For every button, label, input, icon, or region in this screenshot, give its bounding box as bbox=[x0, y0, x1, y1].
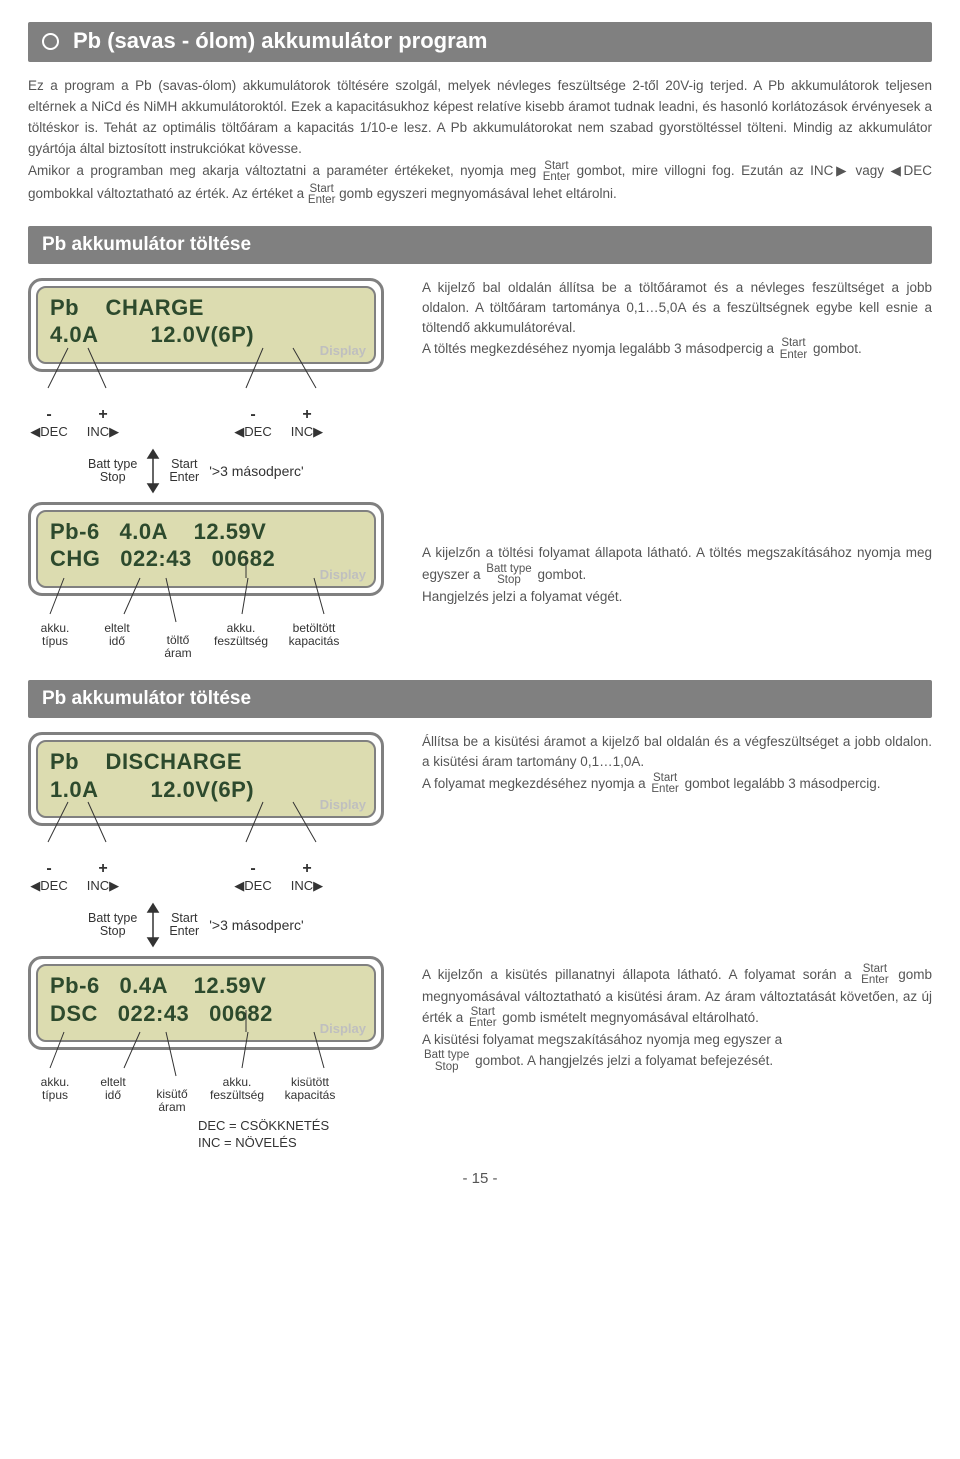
start-enter-label: StartEnter bbox=[169, 458, 199, 484]
between-lcds-discharge: Batt typeStop StartEnter '>3 másodperc' bbox=[28, 902, 408, 948]
discharge-d2-line1: Pb-6 0.4A 12.59V bbox=[50, 972, 362, 1000]
batt-stop-label: Batt typeStop bbox=[88, 458, 137, 484]
start-enter-inline: StartEnter bbox=[861, 964, 889, 987]
display-tag: Display bbox=[320, 567, 366, 582]
charge-d1-line1: Pb CHARGE bbox=[50, 294, 362, 322]
discharge-section-title: Pb akkumulátor töltése bbox=[28, 680, 932, 718]
dec-inc-definitions: DEC = CSÖKKNETÉS INC = NÖVELÉS bbox=[198, 1118, 408, 1152]
start-enter-inline: StartEnter bbox=[780, 338, 808, 361]
start-enter-label: StartEnter bbox=[169, 912, 199, 938]
discharge-display-1: Pb DISCHARGE 1.0A 12.0V(6P) Display bbox=[28, 732, 384, 894]
charge-d2-line1: Pb-6 4.0A 12.59V bbox=[50, 518, 362, 546]
start-enter-inline: StartEnter bbox=[651, 773, 679, 796]
updown-arrow-icon bbox=[143, 448, 163, 494]
batt-stop-inline: Batt typeStop bbox=[424, 1050, 469, 1073]
discharge-d1-line1: Pb DISCHARGE bbox=[50, 748, 362, 776]
title-bullet-icon bbox=[42, 33, 59, 50]
discharge-right-text-1: Állítsa be a kisütési áramot a kijelző b… bbox=[422, 732, 932, 796]
charge-display-1: Pb CHARGE 4.0A 12.0V(6P) Display bbox=[28, 278, 384, 440]
updown-arrow-icon bbox=[143, 902, 163, 948]
display-tag: Display bbox=[320, 343, 366, 358]
discharge-d1-line2: 1.0A 12.0V(6P) bbox=[50, 776, 362, 804]
intro-p1: Ez a program a Pb (savas-ólom) akkumulát… bbox=[28, 78, 932, 156]
discharge-d2-line2: DSC 022:43 00682 bbox=[50, 1000, 362, 1028]
page-title: Pb (savas - ólom) akkumulátor program bbox=[73, 28, 487, 54]
start-enter-inline: StartEnter bbox=[469, 1007, 497, 1030]
decinc-row-discharge: - ◀DEC + INC▶ - ◀DEC + INC▶ bbox=[28, 860, 384, 894]
intro-text: Ez a program a Pb (savas-ólom) akkumulát… bbox=[28, 76, 932, 206]
page-title-bar: Pb (savas - ólom) akkumulátor program bbox=[28, 22, 932, 62]
charge-d2-line2: CHG 022:43 00682 bbox=[50, 545, 362, 573]
hold-3s-note: '>3 másodperc' bbox=[209, 917, 303, 933]
hold-3s-note: '>3 másodperc' bbox=[209, 463, 303, 479]
decinc-row-charge: - ◀DEC + INC▶ - ◀DEC + INC▶ bbox=[28, 406, 384, 440]
display-tag: Display bbox=[320, 1021, 366, 1036]
charge-display-2: Pb-6 4.0A 12.59V CHG 022:43 00682 Displa… bbox=[28, 502, 384, 660]
between-lcds-charge: Batt typeStop StartEnter '>3 másodperc' bbox=[28, 448, 408, 494]
start-enter-inline-1: StartEnter bbox=[543, 161, 571, 184]
charge-right-text-1: A kijelző bal oldalán állítsa be a töltő… bbox=[422, 278, 932, 362]
intro-p2c: gomb egyszeri megnyomásával lehet eltáro… bbox=[339, 186, 617, 201]
charge-under-labels: akku. típus eltelt idő töltő áram akku. … bbox=[28, 622, 384, 660]
intro-p2a: Amikor a programban meg akarja változtat… bbox=[28, 163, 543, 178]
batt-stop-inline: Batt typeStop bbox=[486, 564, 531, 587]
display-tag: Display bbox=[320, 797, 366, 812]
charge-right-text-2: A kijelzőn a töltési folyamat állapota l… bbox=[422, 543, 932, 607]
batt-stop-label: Batt typeStop bbox=[88, 912, 137, 938]
page-number: - 15 - bbox=[28, 1170, 932, 1187]
discharge-under-labels: akku. típus eltelt idő kisütő áram akku.… bbox=[28, 1076, 384, 1114]
charge-d1-line2: 4.0A 12.0V(6P) bbox=[50, 321, 362, 349]
discharge-display-2: Pb-6 0.4A 12.59V DSC 022:43 00682 Displa… bbox=[28, 956, 384, 1114]
start-enter-inline-2: StartEnter bbox=[308, 184, 336, 207]
charge-section-title: Pb akkumulátor töltése bbox=[28, 226, 932, 264]
discharge-right-text-2: A kijelzőn a kisütés pillanatnyi állapot… bbox=[422, 964, 932, 1074]
